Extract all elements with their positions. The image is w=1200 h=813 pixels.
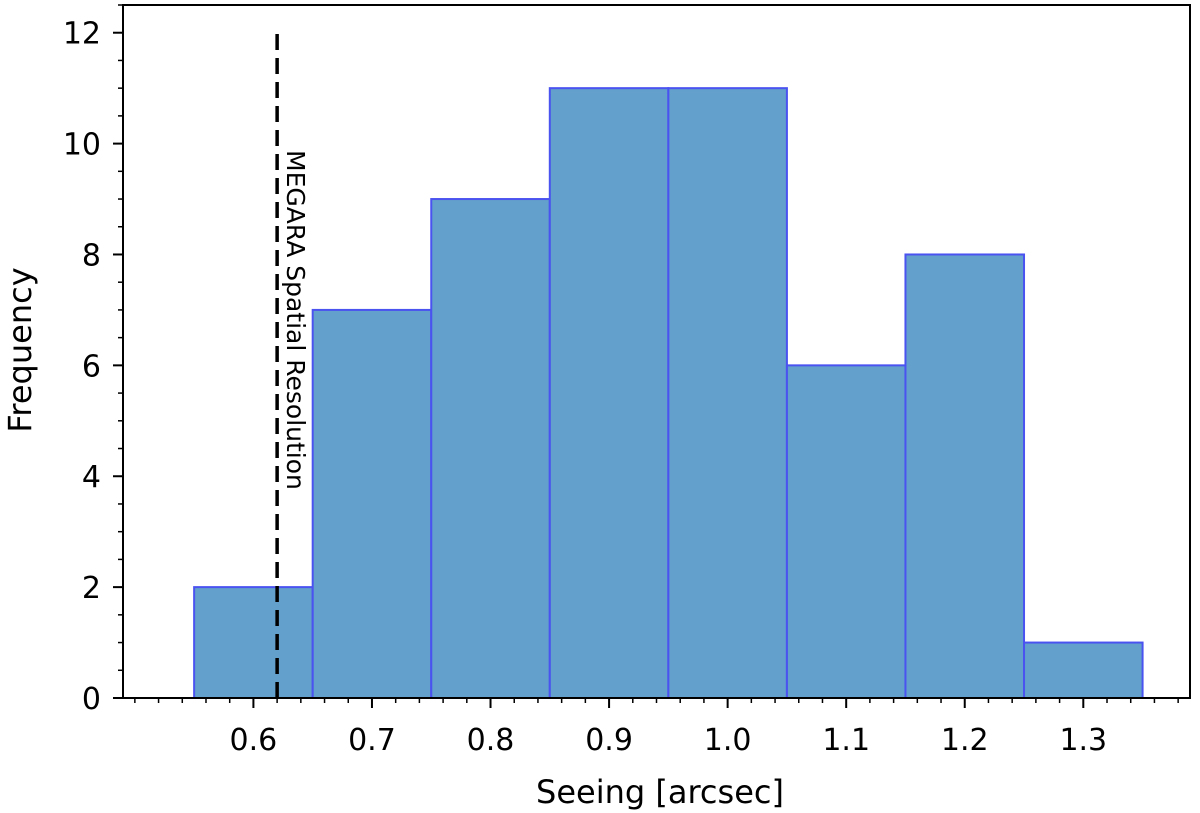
x-tick-label: 0.6 <box>230 723 278 758</box>
histogram-bar <box>548 87 670 700</box>
x-tick-label: 0.7 <box>348 723 396 758</box>
x-tick-label: 1.2 <box>941 723 989 758</box>
y-tick-label: 10 <box>63 128 101 163</box>
x-tick-label: 0.8 <box>467 723 515 758</box>
x-axis-title: Seeing [arcsec] <box>536 773 784 811</box>
y-tick-label: 0 <box>82 682 101 717</box>
x-tick-label: 1.3 <box>1059 723 1107 758</box>
x-tick-label: 1.0 <box>704 723 752 758</box>
reference-line-label: MEGARA Spatial Resolution <box>281 150 310 490</box>
y-tick-label: 2 <box>82 571 101 606</box>
histogram-bar <box>667 87 788 700</box>
y-tick-label: 8 <box>82 238 101 273</box>
y-axis-title: Frequency <box>1 267 39 432</box>
histogram-bar <box>193 586 314 699</box>
y-tick-label: 12 <box>63 17 101 52</box>
histogram-bar <box>1023 641 1144 699</box>
y-tick-label: 4 <box>82 460 101 495</box>
x-tick-label: 0.9 <box>585 723 633 758</box>
y-tick-label: 6 <box>82 349 101 384</box>
ticks-layer: 0.6 0.7 0.8 0.9 1.0 1.1 1.2 1.3 0 2 4 6 8 10 12 <box>63 4 1179 758</box>
histogram-bar <box>311 308 433 699</box>
histogram-bar <box>904 253 1026 699</box>
histogram-bar <box>430 198 551 699</box>
histogram-bar <box>785 364 907 699</box>
bars-layer <box>193 87 1144 700</box>
x-tick-label: 1.1 <box>822 723 870 758</box>
